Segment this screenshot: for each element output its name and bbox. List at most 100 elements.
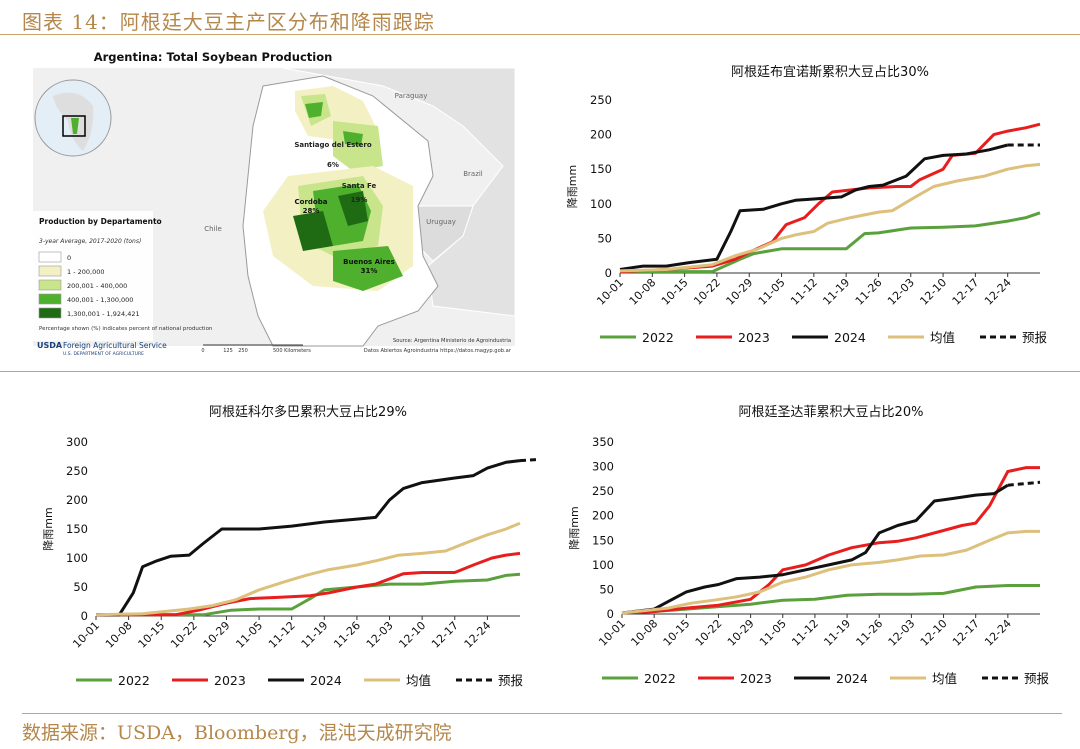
- top-rule: [0, 34, 1080, 35]
- x-tick-label: 11-19: [299, 619, 331, 651]
- legend-label-2023: 2023: [740, 671, 772, 686]
- y-tick-label: 150: [66, 522, 88, 536]
- y-tick-label: 100: [66, 551, 88, 565]
- legend-swatch-2: [38, 279, 62, 291]
- y-tick-label: 200: [590, 128, 612, 142]
- series-line-均值: [619, 162, 1041, 273]
- country-label-brazil: Brazil: [463, 170, 483, 178]
- x-tick-label: 11-05: [756, 276, 788, 308]
- scale-bar: 0 125 250 500 Kilometers: [201, 344, 311, 354]
- chart-buenos-aires: 阿根廷布宜诺斯累积大豆占比30% 降雨mm 0 50 100 150 200 250 10-01…: [565, 65, 1048, 345]
- region-patch-cordoba-dark: [293, 211, 333, 251]
- region-label-cordoba: Cordoba: [295, 198, 328, 206]
- y-tick-label: 350: [592, 435, 614, 449]
- y-tick-label: 200: [592, 509, 614, 523]
- x-tick-label: 10-01: [70, 619, 102, 651]
- y-axis-label: 降雨mm: [565, 165, 579, 208]
- legend-label-预报: 预报: [498, 673, 524, 688]
- series-line-均值: [95, 521, 521, 617]
- legend-label-2024: 2024: [834, 330, 866, 345]
- legend-label-2024: 2024: [310, 673, 342, 688]
- region-patch-santiago-core: [343, 131, 363, 146]
- scale-label-0: 0: [201, 348, 204, 354]
- x-tick-label: 11-26: [854, 617, 886, 649]
- agency-name: Foreign Agricultural Service: [63, 341, 167, 350]
- y-axis-label: 降雨mm: [567, 506, 581, 549]
- scale-label-500: 500 Kilometers: [273, 348, 311, 354]
- region-patch-salta: [305, 102, 323, 118]
- inset-focus-box: [62, 115, 86, 137]
- x-tick-label: 12-03: [886, 617, 918, 649]
- region-patch-santafe-dark: [338, 191, 368, 226]
- x-tick-label: 11-19: [820, 276, 852, 308]
- y-tick-label: 250: [66, 464, 88, 478]
- x-tick-label: 11-19: [821, 617, 853, 649]
- bottom-rule: [22, 713, 1062, 714]
- x-tick-label: 10-01: [594, 276, 626, 308]
- region-share-buenosaires: 31%: [361, 267, 378, 275]
- legend-label-2023: 2023: [738, 330, 770, 345]
- y-tick-label: 150: [590, 162, 612, 176]
- y-tick-label: 100: [592, 558, 614, 572]
- legend-label-预报: 预报: [1024, 671, 1050, 686]
- chart-title: 阿根廷圣达菲累积大豆占比20%: [739, 405, 924, 420]
- x-tick-label: 10-08: [628, 617, 660, 649]
- x-tick-label: 12-17: [950, 276, 982, 308]
- legend-label-2022: 2022: [644, 671, 676, 686]
- region-share-santiago: 6%: [327, 161, 339, 169]
- x-tick-label: 10-22: [693, 617, 725, 649]
- region-label-santiago: Santiago del Estero: [294, 141, 372, 149]
- y-tick-label: 250: [590, 93, 612, 107]
- series-line-2024: [96, 459, 521, 617]
- series-line-均值: [621, 529, 1040, 615]
- credit-line-1: Source: Argentina Ministerio de Agroindu…: [393, 338, 511, 344]
- x-tick-label: 11-12: [266, 619, 298, 651]
- x-tick-label: 12-03: [885, 276, 917, 308]
- x-tick-label: 12-03: [364, 619, 396, 651]
- x-tick-label: 10-15: [136, 619, 168, 651]
- scale-label-125: 125: [223, 348, 233, 354]
- legend-subtitle: 3-year Average, 2017-2020 (tons): [39, 238, 141, 245]
- legend-label-2022: 2022: [118, 673, 150, 688]
- agency-mark: USDA: [37, 341, 63, 350]
- legend-label-2: 200,001 - 400,000: [67, 282, 127, 290]
- legend-items: 0 1 - 200,000 200,001 - 400,000 400,001 - 1…: [38, 251, 140, 319]
- x-tick-label: 10-29: [201, 619, 233, 651]
- x-tick-label: 11-05: [233, 619, 265, 651]
- credit-line-2: Datos Abiertos Agroindustria https://dat…: [364, 348, 512, 354]
- scale-label-250: 250: [238, 348, 248, 354]
- x-tick-label: 12-10: [396, 619, 428, 651]
- y-tick-label: 50: [597, 231, 612, 245]
- country-label-paraguay: Paraguay: [395, 92, 428, 100]
- region-share-cordoba: 28%: [303, 207, 320, 215]
- legend-label-0: 0: [67, 254, 71, 262]
- x-tick-label: 10-22: [168, 619, 200, 651]
- series-line-2022: [620, 211, 1041, 274]
- y-tick-label: 300: [592, 460, 614, 474]
- middle-rule: [0, 371, 1080, 372]
- y-tick-label: 50: [599, 582, 614, 596]
- y-tick-label: 50: [73, 580, 88, 594]
- series-line-预报: [519, 457, 539, 463]
- x-tick-label: 12-10: [917, 276, 949, 308]
- legend-swatch-4: [38, 307, 62, 319]
- x-tick-label: 10-08: [627, 276, 659, 308]
- legend-label-4: 1,300,001 - 1,924,421: [67, 310, 140, 318]
- chart-title: 阿根廷布宜诺斯累积大豆占比30%: [731, 65, 929, 80]
- x-tick-label: 10-29: [724, 276, 756, 308]
- legend-label-1: 1 - 200,000: [67, 268, 105, 276]
- map-svg: Argentina: Total Soybean Production Sant…: [33, 50, 516, 357]
- legend-label-2023: 2023: [214, 673, 246, 688]
- x-tick-label: 10-15: [659, 276, 691, 308]
- x-tick-label: 10-08: [103, 619, 135, 651]
- series-line-2022: [96, 572, 521, 617]
- source-note: 数据来源：USDA，Bloomberg，混沌天成研究院: [22, 722, 452, 744]
- legend-label-均值: 均值: [406, 673, 431, 688]
- y-tick-label: 100: [590, 197, 612, 211]
- argentina-soybean-map: Argentina: Total Soybean Production Sant…: [33, 46, 516, 358]
- country-label-chile: Chile: [204, 225, 222, 233]
- region-patch-buenosaires: [333, 246, 403, 291]
- y-tick-label: 0: [607, 607, 614, 621]
- legend-swatch-3: [38, 293, 62, 305]
- x-tick-label: 11-12: [789, 617, 821, 649]
